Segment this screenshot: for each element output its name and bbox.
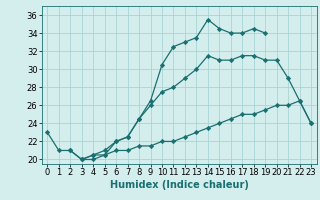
X-axis label: Humidex (Indice chaleur): Humidex (Indice chaleur)	[110, 180, 249, 190]
